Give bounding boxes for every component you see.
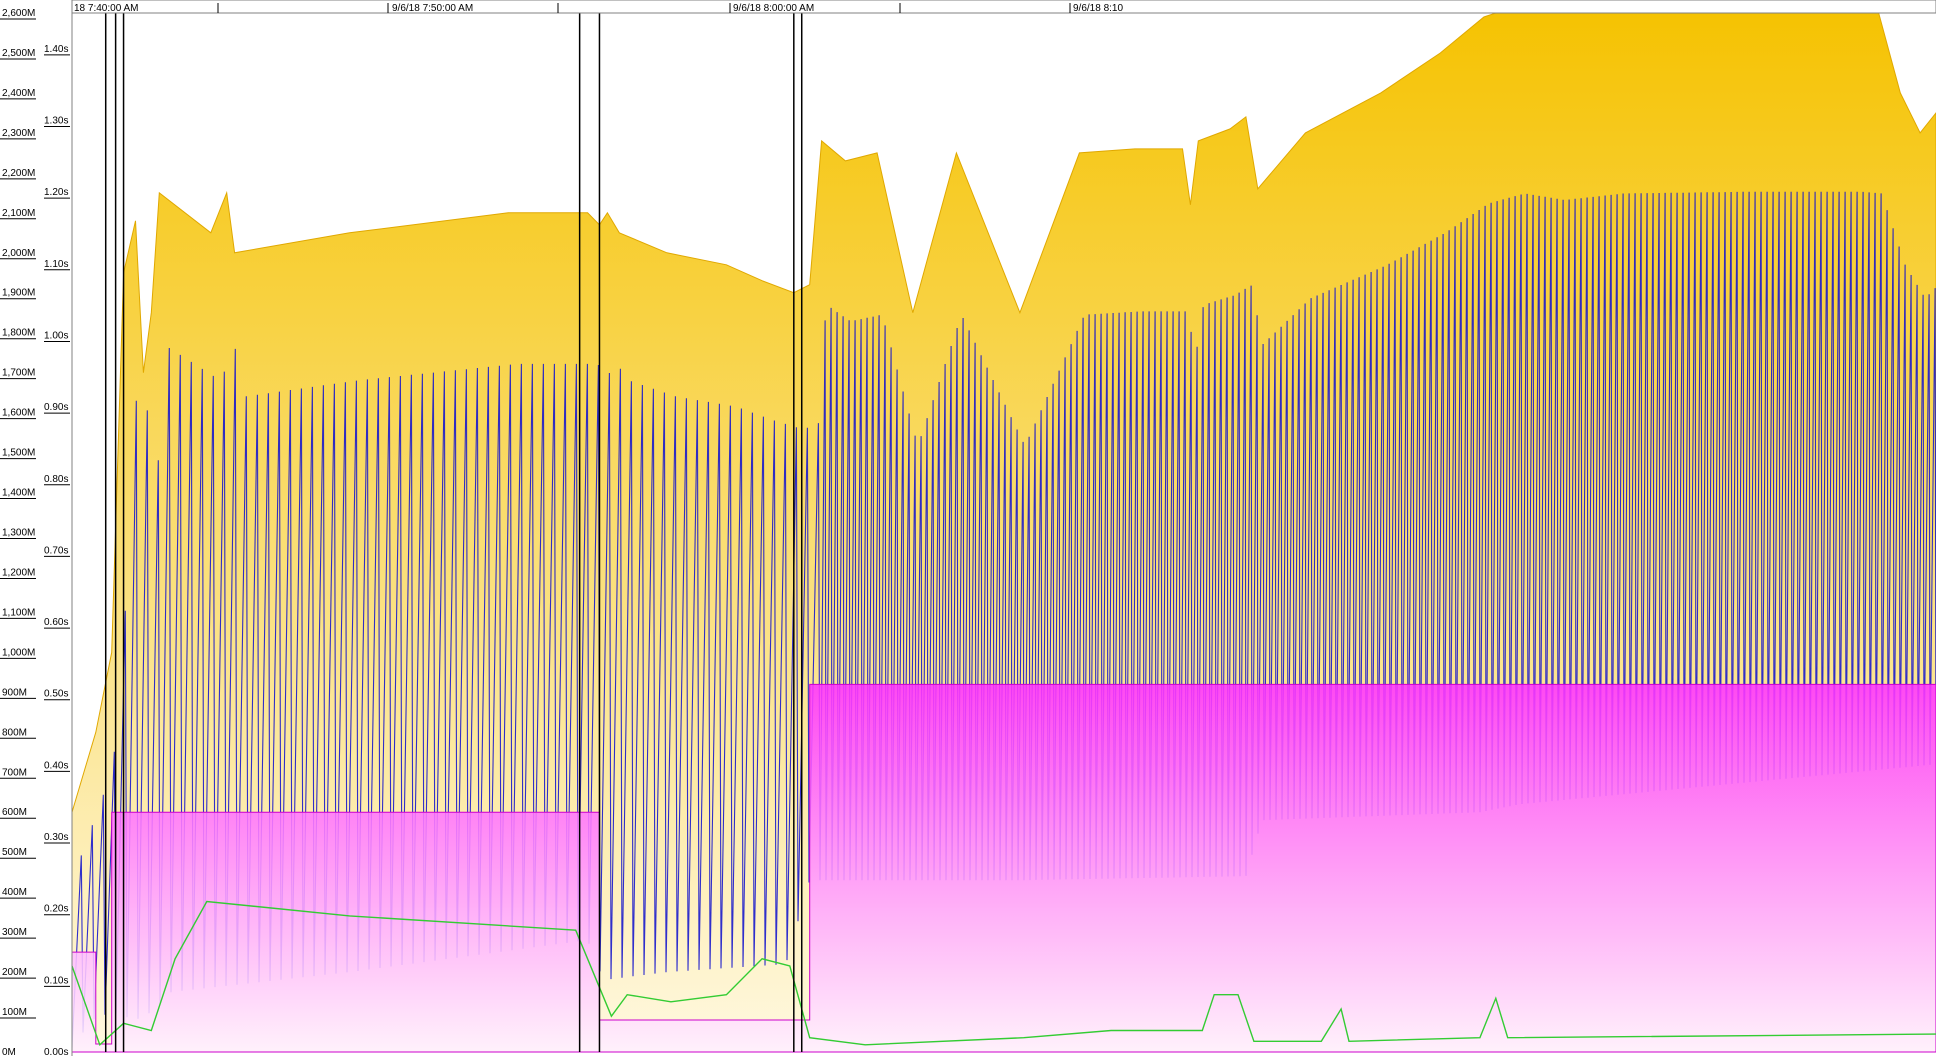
memory-axis-tick-label: 700M (2, 767, 27, 778)
y-axis-band (0, 0, 72, 1056)
time-axis-tick-label: 0.60s (44, 617, 68, 628)
time-axis-tick-label: 1.40s (44, 44, 68, 55)
memory-axis-tick-label: 0M (2, 1047, 16, 1056)
memory-axis-tick-label: 1,700M (2, 368, 35, 379)
memory-axis-tick-label: 1,800M (2, 328, 35, 339)
x-axis-tick-label: 9/6/18 8:10 (1073, 3, 1123, 14)
time-axis-tick-label: 0.00s (44, 1047, 68, 1056)
gc-time-series-line (72, 900, 1936, 1047)
x-axis-tick-label: 9/6/18 8:00:00 AM (733, 3, 814, 14)
memory-axis-tick-label: 500M (2, 847, 27, 858)
memory-axis-tick-label: 1,600M (2, 408, 35, 419)
time-axis-tick-label: 0.80s (44, 474, 68, 485)
memory-axis-tick-label: 1,300M (2, 528, 35, 539)
memory-axis-tick-label: 600M (2, 807, 27, 818)
memory-axis-tick-label: 2,400M (2, 88, 35, 99)
time-axis-tick-label: 1.30s (44, 115, 68, 126)
memory-axis-tick-label: 1,900M (2, 288, 35, 299)
memory-axis-tick-label: 2,600M (2, 8, 35, 19)
memory-axis-tick-label: 2,300M (2, 128, 35, 139)
memory-axis-tick-label: 2,000M (2, 248, 35, 259)
memory-axis-tick-label: 1,000M (2, 647, 35, 658)
time-axis-tick-label: 0.90s (44, 402, 68, 413)
time-axis-tick-label: 1.10s (44, 259, 68, 270)
memory-axis-tick-label: 1,400M (2, 488, 35, 499)
x-axis-tick-label: 9/6/18 7:50:00 AM (392, 3, 473, 14)
memory-axis-tick-label: 100M (2, 1007, 27, 1018)
x-axis-tick-label: 18 7:40:00 AM (74, 3, 139, 14)
memory-axis-tick-label: 2,500M (2, 48, 35, 59)
memory-axis-tick-label: 1,200M (2, 567, 35, 578)
time-axis-tick-label: 1.20s (44, 187, 68, 198)
time-axis-tick-label: 0.70s (44, 545, 68, 556)
memory-axis-tick-label: 2,100M (2, 208, 35, 219)
memory-axis-tick-label: 1,100M (2, 607, 35, 618)
time-axis-tick-label: 0.50s (44, 689, 68, 700)
memory-axis-tick-label: 2,200M (2, 168, 35, 179)
memory-axis-tick-label: 1,500M (2, 448, 35, 459)
memory-axis-tick-label: 800M (2, 727, 27, 738)
time-axis-tick-label: 0.40s (44, 760, 68, 771)
memory-axis-tick-label: 400M (2, 887, 27, 898)
time-axis-tick-label: 1.00s (44, 330, 68, 341)
memory-axis-tick-label: 300M (2, 927, 27, 938)
time-axis-tick-label: 0.30s (44, 832, 68, 843)
time-axis-tick-label: 0.10s (44, 975, 68, 986)
time-axis-tick-label: 0.20s (44, 904, 68, 915)
memory-axis-tick-label: 200M (2, 967, 27, 978)
x-axis-band (71, 0, 1936, 14)
memory-axis-tick-label: 900M (2, 687, 27, 698)
plot-area (72, 13, 1936, 1053)
